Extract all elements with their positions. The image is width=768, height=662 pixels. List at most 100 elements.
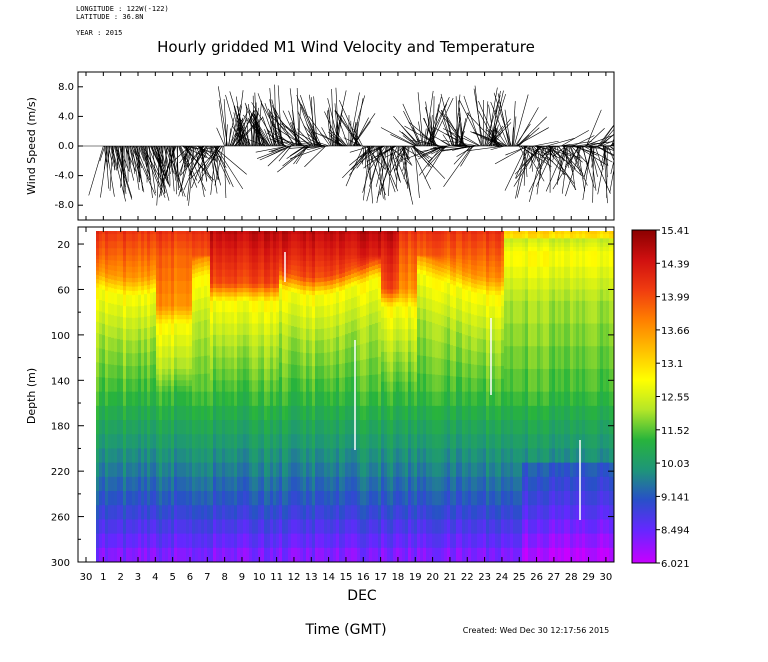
heatmap-cell [114, 448, 118, 464]
heatmap-cell [123, 405, 127, 421]
heatmap-cell [114, 505, 118, 520]
heatmap-cell [342, 255, 346, 261]
heatmap-cell [297, 491, 301, 506]
heatmap-cell [369, 341, 373, 359]
heatmap-cell [339, 234, 343, 242]
heatmap-cell [387, 405, 391, 421]
heatmap-cell [165, 405, 169, 421]
heatmap-cell [174, 491, 178, 506]
wind-stick [134, 145, 140, 181]
heatmap-cell [342, 259, 346, 265]
heatmap-cell [453, 285, 457, 298]
heatmap-cell [417, 476, 421, 492]
heatmap-cell [240, 269, 244, 278]
heatmap-cell [480, 248, 484, 256]
heatmap-cell [429, 462, 433, 478]
heatmap-cell [405, 231, 409, 235]
heatmap-cell [432, 391, 436, 407]
heatmap-cell [333, 279, 337, 285]
heatmap-cell [171, 334, 175, 347]
heatmap-cell [132, 519, 136, 535]
heatmap-cell [297, 476, 301, 492]
heatmap-cell [411, 420, 415, 435]
heatmap-cell [321, 266, 325, 273]
heatmap-cell [171, 310, 175, 316]
heatmap-cell [450, 255, 454, 259]
heatmap-cell [267, 276, 271, 285]
heatmap-cell [207, 476, 211, 492]
heatmap-cell [417, 307, 421, 320]
heatmap-cell [294, 405, 298, 421]
heatmap-cell [228, 368, 232, 381]
heatmap-cell [159, 420, 163, 435]
heatmap-cell [261, 300, 265, 313]
heatmap-cell [258, 533, 262, 549]
heatmap-cell [168, 476, 172, 492]
wind-stick [512, 101, 516, 147]
wind-stick [456, 145, 475, 157]
heatmap-cell [156, 357, 160, 370]
heatmap-cell [168, 248, 172, 256]
heatmap-cell [186, 293, 190, 307]
heatmap-cell [303, 378, 307, 393]
heatmap-cell [384, 381, 388, 393]
heatmap-cell [303, 352, 307, 367]
heatmap-cell [441, 255, 445, 258]
heatmap-cell [270, 269, 274, 278]
heatmap-cell [135, 420, 139, 435]
heatmap-cell [453, 346, 457, 362]
heatmap-cell [483, 234, 487, 242]
heatmap-cell [249, 276, 253, 285]
heatmap-cell [276, 288, 280, 293]
heatmap-cell [120, 285, 124, 291]
heatmap-cell [213, 420, 217, 435]
heatmap-cell [252, 368, 256, 381]
heatmap-cell [108, 274, 112, 280]
heatmap-cell [435, 420, 439, 435]
heatmap-cell [462, 288, 466, 301]
wind-stick [251, 102, 278, 147]
heatmap-cell [147, 434, 151, 449]
heatmap-cell [126, 476, 130, 492]
heatmap-cell [339, 282, 343, 288]
wind-stick [442, 139, 479, 147]
heatmap-cell [390, 462, 394, 478]
heatmap-cell [438, 266, 442, 272]
heatmap-cell [105, 533, 109, 549]
heatmap-cell [471, 519, 475, 535]
heatmap-cell [342, 281, 346, 287]
heatmap-cell [141, 352, 145, 367]
heatmap-cell [198, 256, 202, 258]
heatmap-cell [162, 380, 166, 387]
heatmap-cell [375, 374, 379, 393]
heatmap-cell [246, 476, 250, 492]
heatmap-cell [366, 231, 370, 235]
heatmap-cell [390, 351, 394, 363]
heatmap-cell [417, 505, 421, 520]
heatmap-cell [186, 391, 190, 407]
heatmap-cell [483, 277, 487, 282]
wind-stick [267, 145, 290, 167]
heatmap-cell [342, 448, 346, 464]
heatmap-cell [165, 448, 169, 464]
heatmap-cell [348, 287, 352, 300]
heatmap-cell [141, 317, 145, 330]
heatmap-cell [483, 420, 487, 435]
heatmap-cell [174, 248, 178, 256]
heatmap-cell [117, 434, 121, 449]
heatmap-cell [288, 476, 292, 492]
heatmap-cell [432, 273, 436, 278]
heatmap-cell [291, 270, 295, 276]
heatmap-cell [450, 295, 454, 308]
heatmap-cell [363, 359, 367, 377]
heatmap-cell [369, 275, 373, 281]
heatmap-cell [138, 317, 142, 330]
heatmap-cell [450, 519, 454, 535]
wind-stick [601, 140, 614, 147]
heatmap-cell [132, 234, 136, 242]
heatmap-cell [366, 280, 370, 293]
heatmap-cell [357, 491, 361, 506]
heatmap-cell [99, 288, 103, 301]
heatmap-cell [408, 391, 412, 407]
heatmap-cell [372, 270, 376, 275]
